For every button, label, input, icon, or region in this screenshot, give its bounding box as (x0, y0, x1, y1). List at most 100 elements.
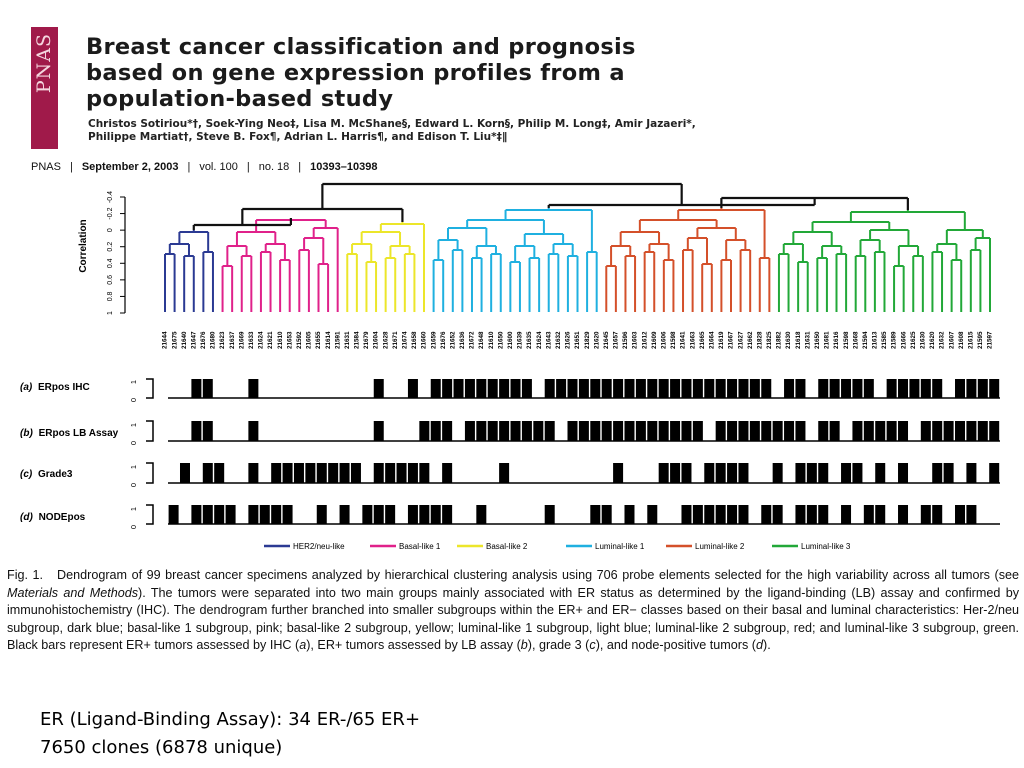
sample-id-label: 21609 (651, 331, 658, 349)
track-bar (749, 379, 760, 398)
track-bar (898, 421, 909, 441)
track-bar (476, 505, 487, 524)
pnas-logo: PNAS (31, 27, 58, 149)
journal-name: PNAS (31, 161, 61, 173)
legend-item-her2: HER2/neu-like (264, 542, 345, 551)
track-bar (932, 379, 943, 398)
caption-italic: Materials and Methods (7, 585, 139, 600)
track-bar (373, 421, 384, 441)
track-bar (989, 463, 1000, 483)
y-tick-label: 1 (107, 311, 114, 315)
track-bar (202, 463, 213, 483)
y-tick-label: 0.4 (107, 258, 114, 268)
sample-id-label: 21595 (977, 331, 984, 349)
track-bar (499, 379, 510, 398)
track-bar (704, 463, 715, 483)
track-bar (202, 421, 213, 441)
track-bar (920, 379, 931, 398)
track-bar (373, 379, 384, 398)
sample-id-label: 21665 (699, 331, 706, 349)
caption-text: ). The tumors were separated into two ma… (7, 585, 1019, 653)
sample-id-label: 21660 (421, 331, 428, 349)
track-bar (795, 421, 806, 441)
dendrogram (164, 182, 991, 312)
track-bar (510, 379, 521, 398)
track-bar (795, 463, 806, 483)
track-bar (852, 463, 863, 483)
track-bar (624, 505, 635, 524)
track-label: ERpos IHC (38, 382, 90, 393)
track-bar (464, 421, 475, 441)
note-er-assay: ER (Ligand-Binding Assay): 34 ER-/65 ER+ (40, 709, 421, 730)
track-tick-0: 0 (129, 398, 138, 402)
track-label: NODEpos (39, 512, 86, 523)
track-bar (738, 421, 749, 441)
track-bar (419, 463, 430, 483)
track-bar (282, 463, 293, 483)
sample-id-labels: 21644 21675 21640 21647 21676 21680 21623 21637… (162, 331, 994, 349)
track-bar (430, 421, 441, 441)
track-bar (214, 463, 225, 483)
track-tick-1: 1 (129, 465, 138, 469)
track-bar (955, 379, 966, 398)
caption-text: ), and node-positive tumors ( (595, 638, 756, 652)
track-bar (715, 505, 726, 524)
sample-id-label: 21664 (708, 331, 715, 349)
track-bar (442, 463, 453, 483)
track-bar (909, 379, 920, 398)
sample-id-label: 21632 (939, 331, 946, 349)
track-bar (875, 421, 886, 441)
track-bar (487, 379, 498, 398)
track-bar (772, 421, 783, 441)
sample-id-label: 21633 (248, 331, 255, 349)
sample-id-label: 21594 (862, 331, 869, 349)
track-bar (499, 421, 510, 441)
y-tick-label: 0.2 (107, 242, 114, 252)
track-bar (738, 505, 749, 524)
track-bar (601, 379, 612, 398)
track-bar (191, 505, 202, 524)
track-bar (339, 463, 350, 483)
sample-id-label: 21669 (238, 331, 245, 349)
track-bar (966, 463, 977, 483)
track-bar (772, 463, 783, 483)
sample-id-label: 21607 (948, 331, 955, 349)
track-bar (601, 421, 612, 441)
track-bar (442, 379, 453, 398)
y-tick-label: -0.2 (107, 207, 114, 219)
sample-id-label: 21631 (344, 331, 351, 349)
track-label: Grade3 (38, 469, 73, 480)
sample-id-label: 21675 (171, 331, 178, 349)
sample-id-label: 21643 (545, 331, 552, 349)
legend-label: Luminal-like 1 (595, 542, 645, 551)
sample-id-label: 21605 (306, 331, 313, 349)
sample-id-label: 21882 (776, 331, 783, 349)
track-bar (544, 379, 555, 398)
track-bar (499, 463, 510, 483)
sample-id-label: 21614 (325, 331, 332, 349)
track-bar (202, 505, 213, 524)
sample-id-label: 21650 (814, 331, 821, 349)
track-label-prefix: (a) (20, 382, 33, 393)
track-bar (738, 463, 749, 483)
sample-id-label: 21628 (382, 331, 389, 349)
sample-id-label: 21592 (296, 331, 303, 349)
track-bar (727, 379, 738, 398)
caption-italic: b (520, 638, 528, 652)
track-bar (829, 421, 840, 441)
sample-id-label: 21652 (449, 331, 456, 349)
track-bar (613, 421, 624, 441)
track-bar (829, 379, 840, 398)
sample-id-label: 21639 (517, 331, 524, 349)
track-grade3: (c) Grade3 1 0 (20, 465, 138, 487)
track-bar (214, 505, 225, 524)
track-bar (658, 463, 669, 483)
sample-id-label: 21585 (881, 331, 888, 349)
track-bar (259, 505, 270, 524)
track-bar (681, 421, 692, 441)
track-bar (635, 421, 646, 441)
track-bar (692, 505, 703, 524)
sample-id-label: 21591 (334, 331, 341, 349)
track-bar (385, 463, 396, 483)
track-bar (989, 379, 1000, 398)
